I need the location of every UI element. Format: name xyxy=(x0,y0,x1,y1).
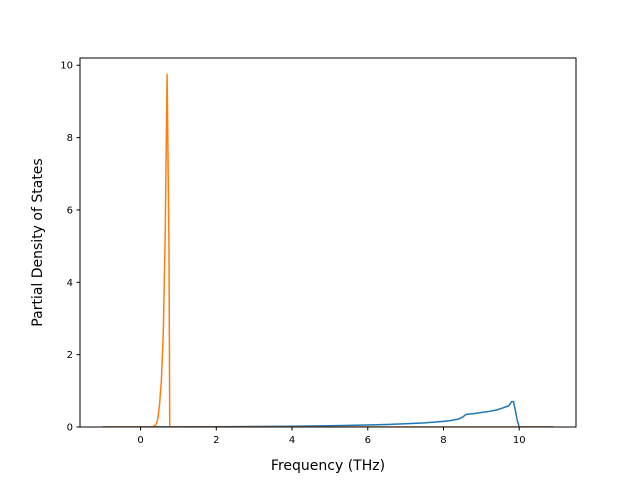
y-axis-title: Partial Density of States xyxy=(30,158,46,326)
x-axis-ticks: 0 2 4 6 8 10 xyxy=(137,427,526,446)
y-tick-label: 0 xyxy=(67,423,73,434)
x-tick-label: 6 xyxy=(365,435,371,446)
y-tick-label: 6 xyxy=(67,205,73,216)
x-axis-title: Frequency (THz) xyxy=(271,458,385,474)
x-tick-label: 10 xyxy=(513,435,526,446)
y-tick-label: 8 xyxy=(67,133,73,144)
y-axis-ticks: 0 2 4 6 8 10 xyxy=(60,61,80,434)
y-tick-label: 2 xyxy=(67,350,73,361)
plot-area-frame xyxy=(79,57,577,428)
x-tick-label: 0 xyxy=(137,435,143,446)
x-tick-label: 2 xyxy=(213,435,219,446)
x-tick-label: 8 xyxy=(440,435,446,446)
series-line-2 xyxy=(102,73,554,427)
x-tick-label: 4 xyxy=(289,435,295,446)
series-layer xyxy=(102,73,554,427)
y-tick-label: 10 xyxy=(60,61,73,72)
y-tick-label: 4 xyxy=(67,278,73,289)
